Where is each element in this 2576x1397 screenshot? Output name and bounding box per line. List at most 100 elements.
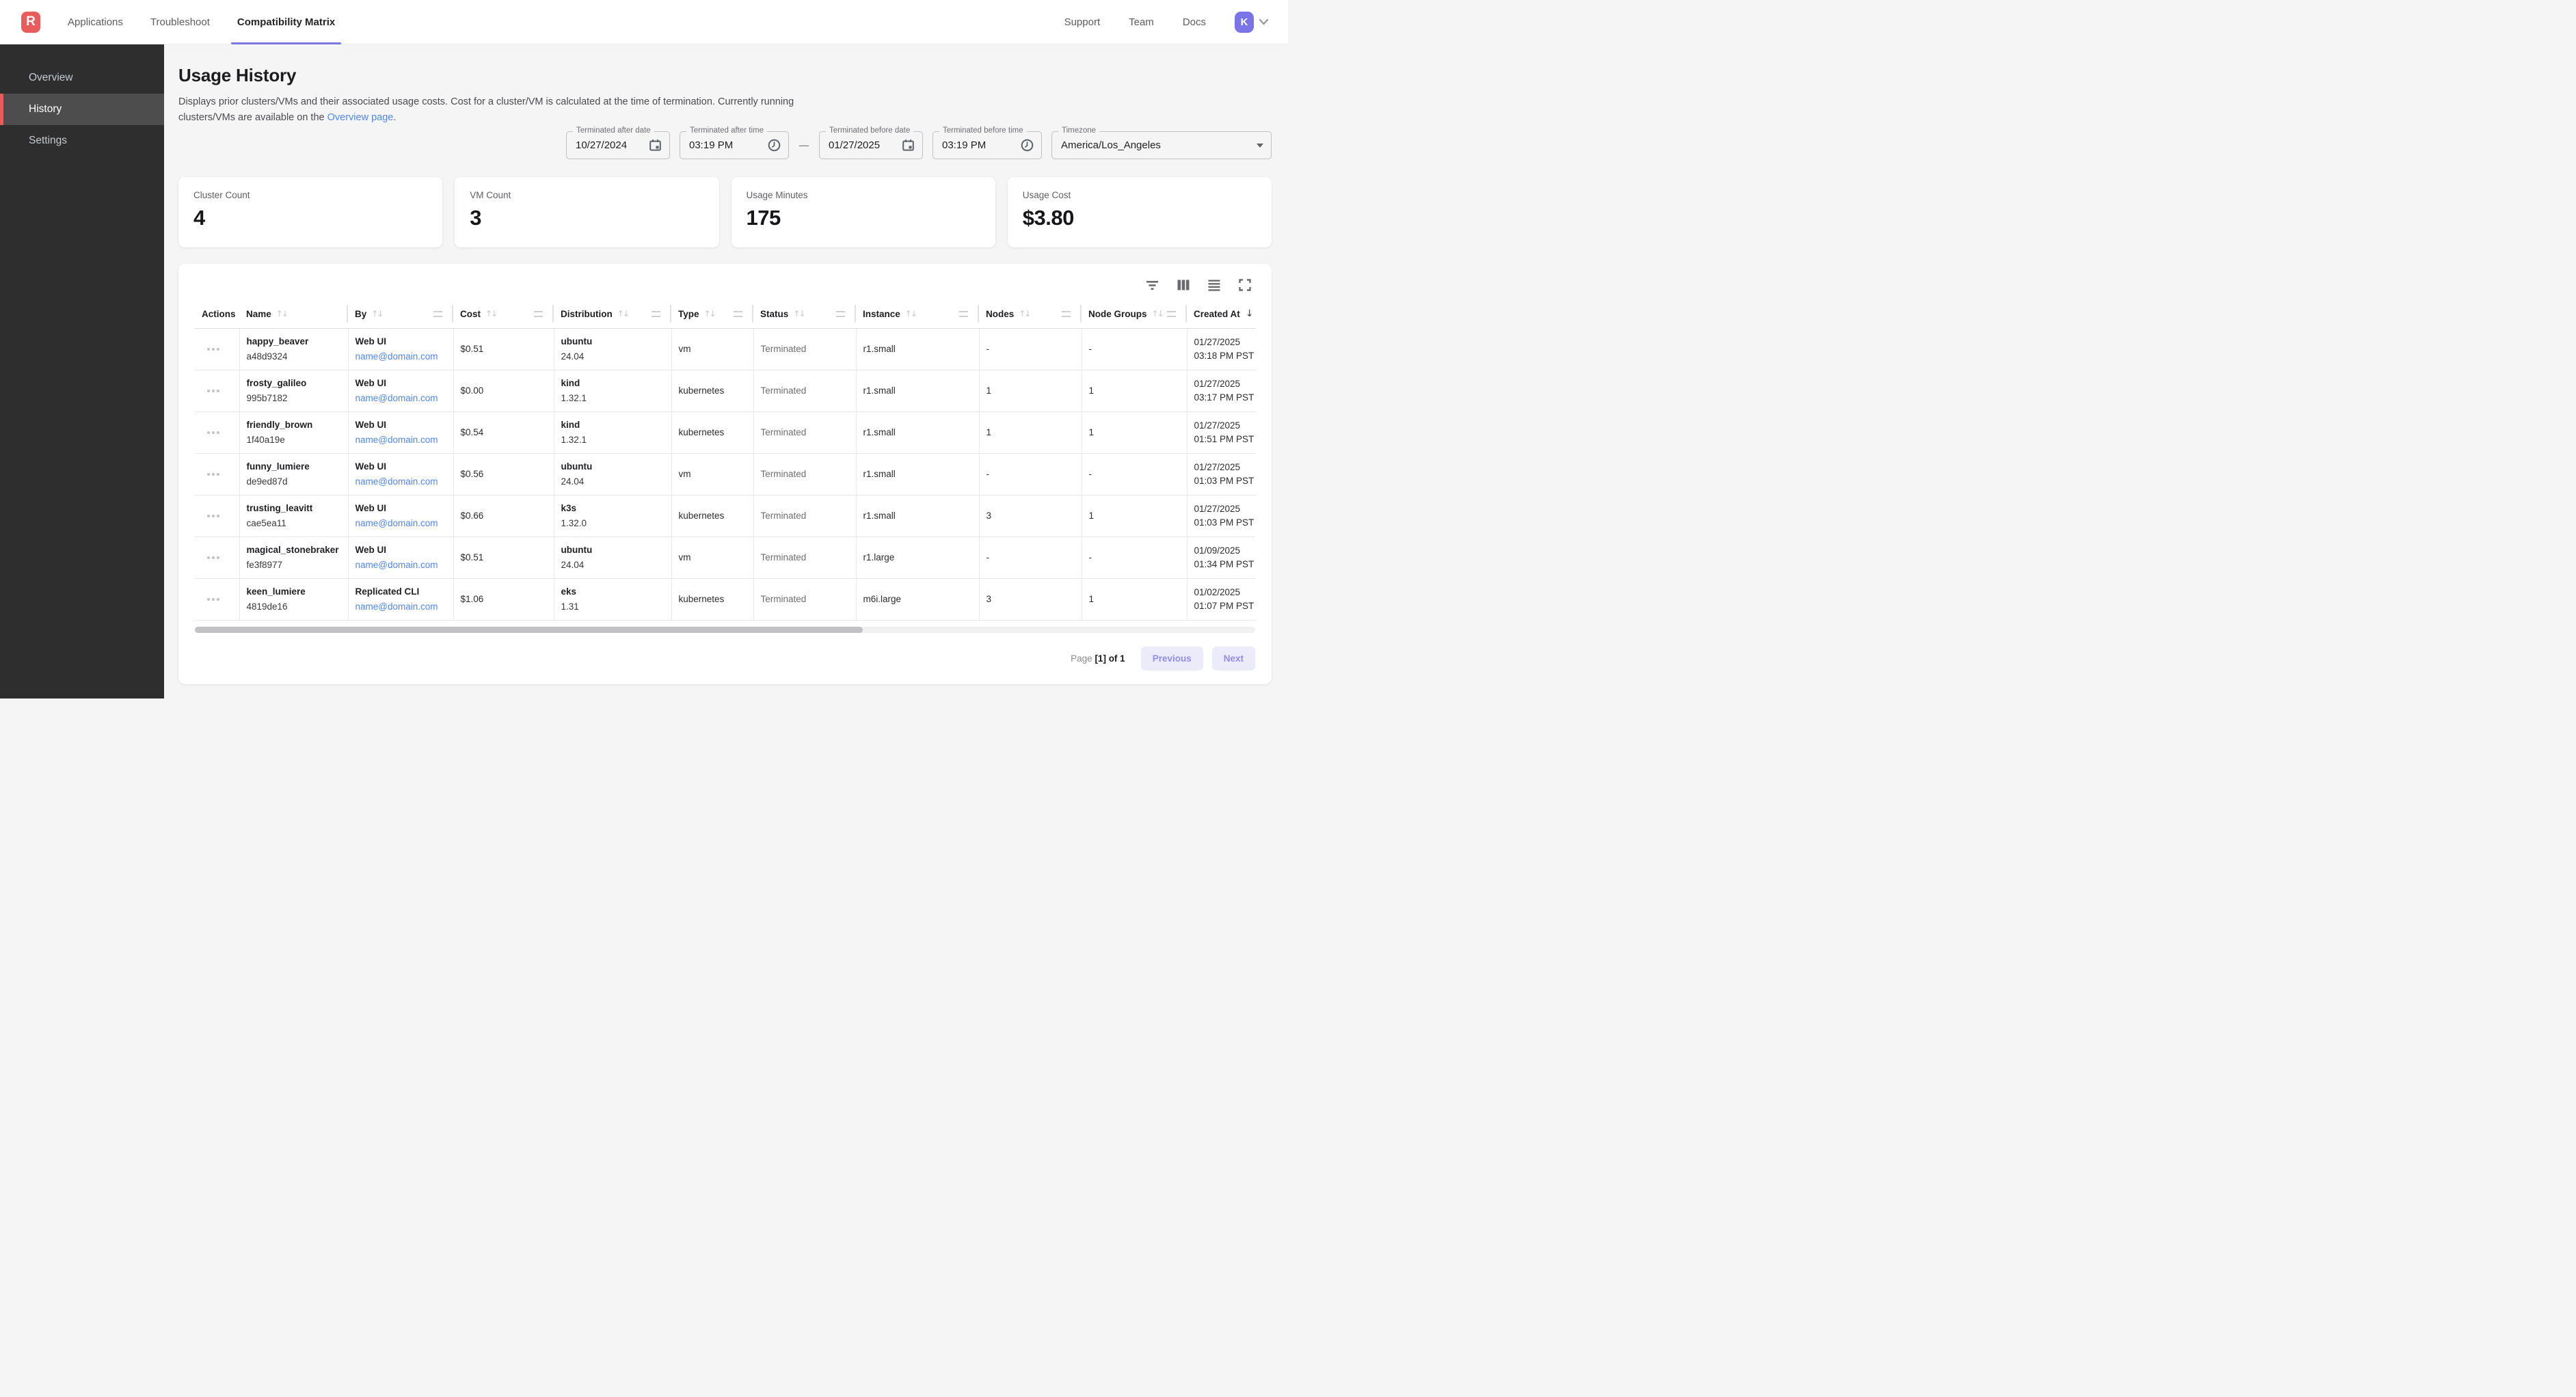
- avatar[interactable]: K: [1235, 11, 1254, 33]
- by-email-link[interactable]: name@domain.com: [355, 560, 438, 571]
- column-menu-icon[interactable]: [836, 310, 845, 317]
- by-email-link[interactable]: name@domain.com: [355, 601, 438, 612]
- row-more-options-button[interactable]: [202, 472, 210, 476]
- by-email-link[interactable]: name@domain.com: [355, 435, 438, 446]
- sort-icon[interactable]: ↑↓: [371, 309, 384, 319]
- sort-icon[interactable]: ↑↓: [904, 309, 917, 319]
- sidebar-item-overview[interactable]: Overview: [29, 72, 73, 83]
- column-header-nodes[interactable]: Nodes ↑↓: [979, 299, 1082, 329]
- more-options-icon: [207, 514, 210, 517]
- horizontal-scrollbar-thumb[interactable]: [195, 626, 863, 633]
- by-email-link[interactable]: name@domain.com: [355, 518, 438, 529]
- horizontal-scrollbar-track[interactable]: [195, 626, 1255, 633]
- sort-icon[interactable]: ↑↓: [276, 309, 289, 319]
- column-menu-icon[interactable]: [433, 310, 442, 317]
- column-separator[interactable]: [751, 305, 753, 323]
- row-more-options-button[interactable]: [202, 514, 210, 517]
- tab-troubleshoot[interactable]: Troubleshoot: [150, 16, 210, 28]
- column-separator[interactable]: [552, 305, 554, 323]
- column-header-status[interactable]: Status ↑↓: [753, 299, 856, 329]
- sort-icon[interactable]: ↑↓: [703, 309, 716, 319]
- columns-icon[interactable]: [1177, 280, 1190, 290]
- calendar-icon[interactable]: [902, 139, 915, 152]
- column-separator[interactable]: [977, 305, 979, 323]
- terminated-before-time-input[interactable]: [942, 139, 1015, 152]
- column-header-instance[interactable]: Instance ↑↓: [856, 299, 979, 329]
- cell-instance: m6i.large: [855, 578, 979, 621]
- clock-icon[interactable]: [1021, 139, 1034, 152]
- terminated-before-time-label: Terminated before time: [939, 126, 1027, 137]
- by-email-link[interactable]: name@domain.com: [355, 476, 438, 487]
- sidebar-item-history[interactable]: History: [0, 94, 164, 125]
- terminated-after-date-field[interactable]: Terminated after date: [566, 126, 670, 160]
- terminated-after-time-field[interactable]: Terminated after time: [680, 126, 789, 160]
- previous-page-button[interactable]: Previous: [1140, 646, 1203, 670]
- column-header-cost[interactable]: Cost ↑↓: [453, 299, 554, 329]
- terminated-after-date-input[interactable]: [576, 139, 643, 152]
- column-menu-icon[interactable]: [959, 310, 968, 317]
- next-page-button[interactable]: Next: [1211, 646, 1255, 670]
- column-separator[interactable]: [346, 305, 348, 323]
- fullscreen-icon[interactable]: [1239, 279, 1251, 292]
- column-separator[interactable]: [669, 305, 671, 323]
- column-header-name[interactable]: Name ↑↓: [239, 299, 348, 329]
- more-options-icon: [207, 556, 210, 559]
- terminated-before-date-field[interactable]: Terminated before date: [819, 126, 923, 160]
- column-menu-icon[interactable]: [1062, 310, 1071, 317]
- terminated-before-time-field[interactable]: Terminated before time: [933, 126, 1042, 160]
- nav-link-docs[interactable]: Docs: [1182, 16, 1206, 28]
- cell-actions: [195, 369, 239, 412]
- column-separator[interactable]: [1185, 305, 1187, 323]
- sort-icon[interactable]: ↑↓: [1019, 309, 1031, 319]
- column-menu-icon[interactable]: [1167, 310, 1176, 317]
- column-menu-icon[interactable]: [734, 310, 742, 317]
- filter-icon[interactable]: [1146, 280, 1159, 290]
- sort-icon[interactable]: ↑↓: [1151, 309, 1164, 319]
- column-header-by[interactable]: By ↑↓: [348, 299, 453, 329]
- cell-distribution: ubuntu 24.04: [553, 452, 671, 496]
- row-more-options-button[interactable]: [202, 597, 210, 601]
- by-email-link[interactable]: name@domain.com: [355, 393, 438, 404]
- sort-descending-icon[interactable]: ↓: [1245, 308, 1254, 320]
- column-menu-icon[interactable]: [652, 310, 660, 317]
- cell-instance: r1.small: [855, 327, 979, 370]
- terminated-before-date-input[interactable]: [829, 139, 896, 152]
- row-more-options-button[interactable]: [202, 347, 210, 351]
- timezone-select[interactable]: Timezone: [1051, 126, 1272, 160]
- density-icon[interactable]: [1208, 280, 1220, 291]
- column-header-distribution[interactable]: Distribution ↑↓: [554, 299, 671, 329]
- cell-instance: r1.small: [855, 411, 979, 454]
- sidebar-item-settings[interactable]: Settings: [29, 135, 68, 146]
- timezone-value[interactable]: [1061, 139, 1251, 152]
- tab-applications[interactable]: Applications: [68, 16, 123, 28]
- clock-icon[interactable]: [768, 139, 781, 152]
- row-more-options-button[interactable]: [202, 556, 210, 559]
- overview-page-link[interactable]: Overview page: [327, 112, 394, 124]
- usage-history-table: Actions Name ↑↓ By ↑↓ Cost ↑↓ Distribution ↑…: [195, 299, 1255, 621]
- cell-node-groups: -: [1081, 536, 1187, 579]
- sort-icon[interactable]: ↑↓: [793, 309, 805, 319]
- column-header-node-groups[interactable]: Node Groups ↑↓: [1082, 299, 1187, 329]
- calendar-icon[interactable]: [649, 139, 662, 152]
- column-menu-icon[interactable]: [534, 310, 543, 317]
- replicated-logo[interactable]: R: [21, 11, 40, 33]
- row-more-options-button[interactable]: [202, 431, 210, 434]
- column-separator[interactable]: [451, 305, 453, 323]
- tab-compatibility-matrix[interactable]: Compatibility Matrix: [230, 0, 342, 44]
- column-separator[interactable]: [1079, 305, 1082, 323]
- cell-created-at: 01/27/2025 01:03 PM PST: [1186, 452, 1255, 496]
- cell-name: happy_beaver a48d9324: [239, 327, 348, 370]
- row-more-options-button[interactable]: [202, 389, 210, 392]
- user-menu[interactable]: K: [1235, 11, 1269, 33]
- column-header-type[interactable]: Type ↑↓: [671, 299, 753, 329]
- nav-link-team[interactable]: Team: [1129, 16, 1154, 28]
- column-header-created-at[interactable]: Created At ↓: [1187, 299, 1255, 329]
- by-email-link[interactable]: name@domain.com: [355, 351, 438, 362]
- terminated-after-time-input[interactable]: [689, 139, 762, 152]
- sort-icon[interactable]: ↑↓: [485, 309, 498, 319]
- cell-status: Terminated: [753, 411, 856, 454]
- column-separator[interactable]: [854, 305, 856, 323]
- filter-bar: Terminated after date Terminated after t…: [178, 126, 1272, 160]
- sort-icon[interactable]: ↑↓: [617, 309, 630, 319]
- nav-link-support[interactable]: Support: [1064, 16, 1101, 28]
